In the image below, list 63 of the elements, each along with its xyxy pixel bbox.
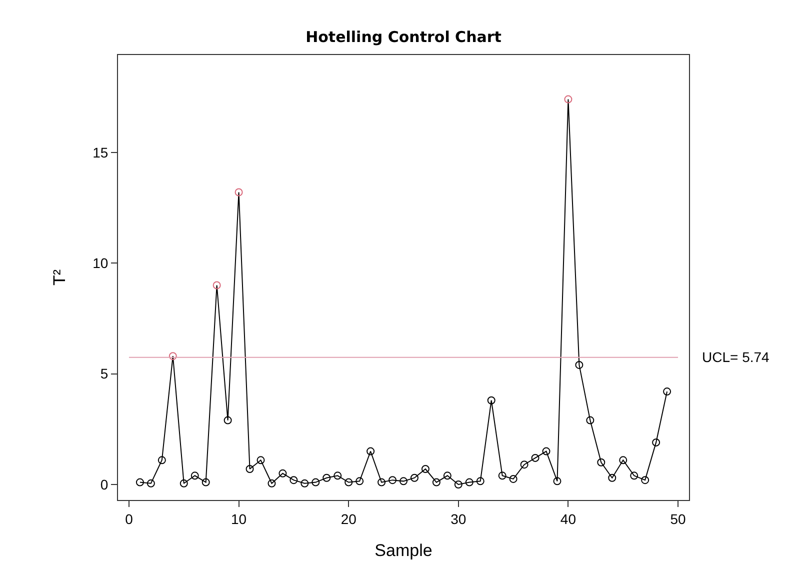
point: [344, 478, 353, 486]
point: [190, 472, 199, 480]
point: [224, 416, 232, 424]
point: [454, 480, 462, 488]
point: [366, 447, 375, 456]
point: [421, 465, 430, 473]
point: [136, 478, 144, 486]
y-axis-title: T²: [50, 269, 70, 286]
point: [212, 281, 221, 290]
point: [378, 478, 386, 486]
point: [597, 458, 606, 466]
point: [256, 456, 265, 464]
ref-line-label: UCL= 5.74: [702, 349, 770, 365]
point: [509, 474, 518, 483]
chart-title: Hotelling Control Chart: [306, 28, 502, 46]
point: [520, 460, 528, 469]
point: [234, 188, 243, 196]
point: [586, 416, 594, 424]
point: [630, 472, 638, 480]
point: [476, 477, 484, 486]
y-tick-label: 0: [100, 476, 108, 492]
x-tick-label: 10: [231, 510, 247, 527]
point: [575, 360, 584, 369]
point: [334, 472, 342, 480]
point: [278, 469, 287, 478]
y-tick-label: 5: [100, 366, 108, 382]
x-tick-label: 20: [340, 510, 357, 527]
x-tick-label: 30: [450, 510, 466, 527]
point: [553, 477, 562, 486]
y-tick-label: 15: [92, 144, 108, 160]
point: [246, 465, 254, 473]
point: [531, 454, 540, 462]
point: [487, 396, 496, 404]
point: [652, 438, 660, 446]
point: [290, 476, 298, 484]
point: [641, 476, 650, 484]
point: [564, 95, 572, 104]
point: [158, 456, 166, 464]
y-tick-label: 10: [92, 255, 108, 272]
point: [608, 474, 616, 482]
point: [400, 477, 408, 486]
x-tick-label: 0: [125, 510, 134, 527]
point: [146, 479, 155, 488]
point: [322, 474, 331, 482]
point: [356, 477, 364, 486]
point: [663, 388, 672, 396]
point: [410, 474, 418, 482]
point: [388, 476, 397, 484]
point: [443, 472, 452, 480]
point: [542, 447, 550, 456]
x-axis-title: Sample: [374, 541, 432, 560]
point: [202, 478, 210, 486]
point: [498, 472, 506, 480]
point: [168, 352, 177, 360]
x-tick-label: 40: [560, 510, 576, 527]
point: [180, 479, 188, 488]
point: [312, 478, 320, 486]
point: [432, 478, 440, 486]
point: [268, 479, 276, 488]
point: [465, 478, 474, 486]
point: [619, 456, 628, 464]
point: [300, 479, 309, 488]
x-tick-label: 50: [670, 510, 686, 527]
